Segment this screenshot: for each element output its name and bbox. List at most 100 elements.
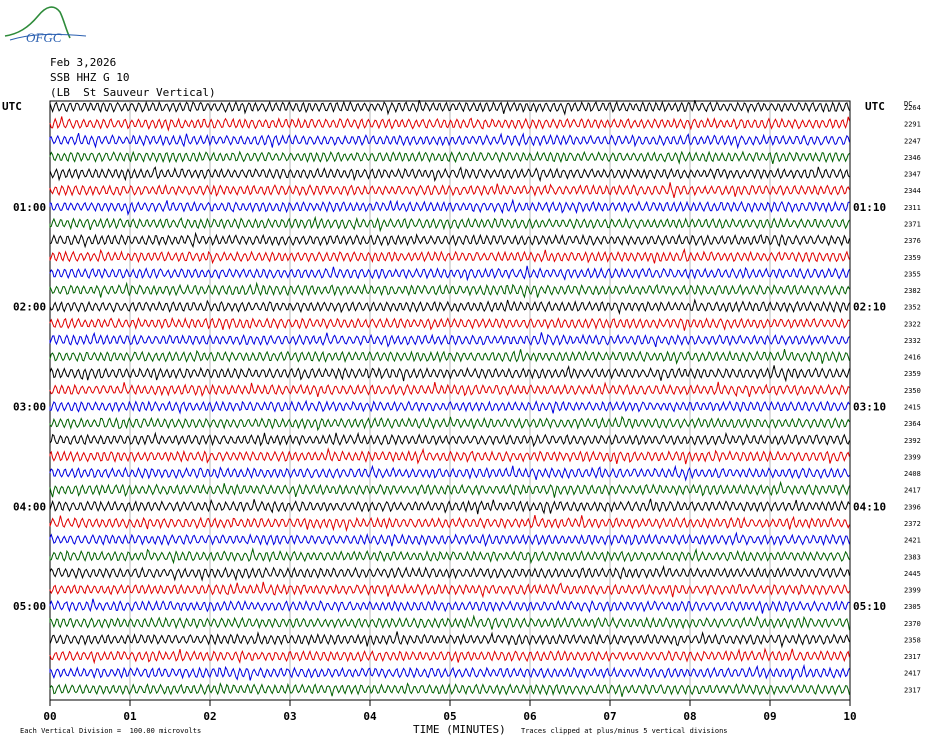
dc-offset-label: 2370 [904, 620, 921, 628]
dc-offset-label: 2247 [904, 137, 921, 145]
seismic-trace [49, 565, 850, 582]
seismic-trace [49, 547, 850, 565]
seismic-trace [49, 364, 850, 383]
dc-offset-label: 2396 [904, 503, 921, 511]
seismic-trace [49, 316, 850, 331]
logo-text: OFGC [26, 30, 62, 45]
dc-offset-label: 2264 [904, 104, 921, 112]
dc-offset-label: 2382 [904, 287, 921, 295]
left-utc-label: UTC [2, 100, 22, 113]
left-hour-label: 03:00 [13, 401, 46, 414]
seismic-trace [49, 431, 850, 448]
x-tick-label: 09 [763, 710, 776, 723]
x-tick-label: 03 [283, 710, 296, 723]
seismic-trace [49, 514, 850, 533]
right-dc-label: DC [904, 100, 912, 108]
dc-offset-label: 2350 [904, 387, 921, 395]
dc-offset-label: 2415 [904, 404, 921, 412]
trace-group [49, 99, 850, 697]
seismic-trace [49, 99, 850, 116]
left-hour-label: 05:00 [13, 600, 46, 613]
dc-offset-label: 2421 [904, 537, 921, 545]
dc-offset-label: 2346 [904, 154, 921, 162]
header-location: (LB St Sauveur Vertical) [50, 86, 216, 99]
dc-offset-label: 2311 [904, 204, 921, 212]
right-utc-label: UTC [865, 100, 885, 113]
dc-offset-label: 2332 [904, 337, 921, 345]
seismic-trace [49, 265, 850, 282]
x-tick-label: 05 [443, 710, 456, 723]
seismic-trace [49, 331, 850, 348]
header-date: Feb 3,2026 [50, 56, 116, 69]
seismic-trace [49, 150, 850, 165]
seismic-trace [49, 116, 850, 132]
logo-swoosh-icon [9, 33, 87, 41]
seismic-trace [49, 480, 850, 498]
left-time-labels: 01:00 02:00 03:00 04:00 05:00 [13, 201, 46, 613]
dc-offset-label: 2352 [904, 304, 921, 312]
seismic-trace [49, 581, 850, 599]
dc-offset-label: 2416 [904, 354, 921, 362]
seismic-trace [49, 166, 850, 183]
seismic-trace [49, 132, 850, 150]
seismic-trace [49, 298, 850, 316]
seismic-trace [49, 415, 850, 432]
dc-offset-label: 2371 [904, 220, 921, 228]
right-hour-label: 01:10 [853, 201, 886, 214]
x-tick-label: 10 [843, 710, 856, 723]
seismic-trace [49, 281, 850, 299]
dc-offset-label: 2372 [904, 520, 921, 528]
dc-offset-label: 2399 [904, 587, 921, 595]
dc-offset-label: 2317 [904, 653, 921, 661]
x-tick-label: 02 [203, 710, 216, 723]
x-tick-label: 01 [123, 710, 137, 723]
dc-offset-label: 2392 [904, 437, 921, 445]
dc-offset-label: 2376 [904, 237, 921, 245]
left-hour-label: 04:00 [13, 500, 46, 513]
ofgc-logo: OFGC [4, 6, 87, 45]
dc-offset-label: 2399 [904, 453, 921, 461]
seismic-trace [49, 215, 850, 233]
right-hour-label: 02:10 [853, 301, 886, 314]
x-tick-label: 06 [523, 710, 537, 723]
seismic-trace [49, 399, 850, 415]
right-hour-label: 04:10 [853, 500, 886, 513]
dc-offset-label: 2317 [904, 686, 921, 694]
x-tick-label: 08 [683, 710, 696, 723]
header-station: SSB HHZ G 10 [50, 71, 129, 84]
dc-offset-label: 2347 [904, 171, 921, 179]
right-hour-label: 03:10 [853, 401, 886, 414]
seismic-trace [49, 182, 850, 199]
seismic-trace [49, 447, 850, 465]
dc-offset-labels: 2264 2291 2247 2346 2347 2344 2311 2371 2376 2359… [904, 104, 921, 694]
dc-offset-label: 2355 [904, 270, 921, 278]
right-time-labels: 01:10 02:10 03:10 04:10 05:10 [853, 201, 886, 613]
x-axis-label: TIME (MINUTES) [413, 723, 506, 736]
dc-offset-label: 2445 [904, 570, 921, 578]
seismic-trace [49, 381, 850, 398]
seismic-trace [49, 630, 850, 649]
seismic-trace [49, 531, 850, 548]
seismic-trace [49, 198, 850, 216]
x-tick-label: 04 [363, 710, 377, 723]
x-tick-label: 07 [603, 710, 616, 723]
dc-offset-label: 2417 [904, 487, 921, 495]
seismic-trace [49, 231, 850, 249]
x-tick-labels: 00 01 02 03 04 05 06 07 08 09 10 [43, 700, 857, 723]
left-hour-label: 01:00 [13, 201, 46, 214]
logo-mountain-icon [4, 6, 71, 39]
right-hour-label: 05:10 [853, 600, 886, 613]
dc-offset-label: 2305 [904, 603, 921, 611]
dc-offset-label: 2359 [904, 370, 921, 378]
dc-offset-label: 2417 [904, 670, 921, 678]
footer-right-note: Traces clipped at plus/minus 5 vertical … [521, 727, 728, 735]
plot-grid [49, 100, 851, 701]
dc-offset-label: 2322 [904, 320, 921, 328]
footer-left-note: Each Vertical Division = 100.00 microvol… [20, 727, 201, 735]
dc-offset-label: 2358 [904, 636, 921, 644]
seismic-trace [49, 464, 850, 482]
dc-offset-label: 2408 [904, 470, 921, 478]
seismic-trace [49, 647, 850, 665]
dc-offset-label: 2383 [904, 553, 921, 561]
